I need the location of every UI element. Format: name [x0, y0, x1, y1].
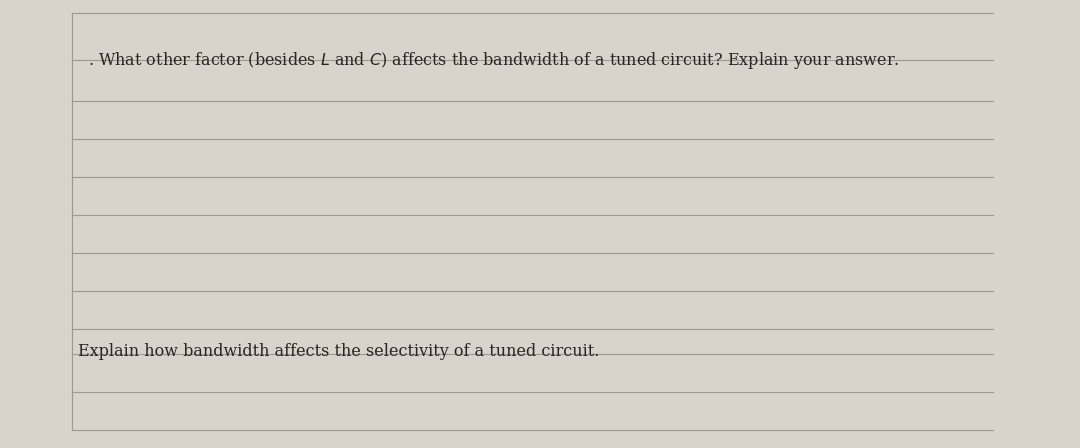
Text: . What other factor (besides $\it{L}$ and $\it{C}$) affects the bandwidth of a t: . What other factor (besides $\it{L}$ an… — [87, 50, 900, 71]
Text: Explain how bandwidth affects the selectivity of a tuned circuit.: Explain how bandwidth affects the select… — [78, 343, 599, 360]
